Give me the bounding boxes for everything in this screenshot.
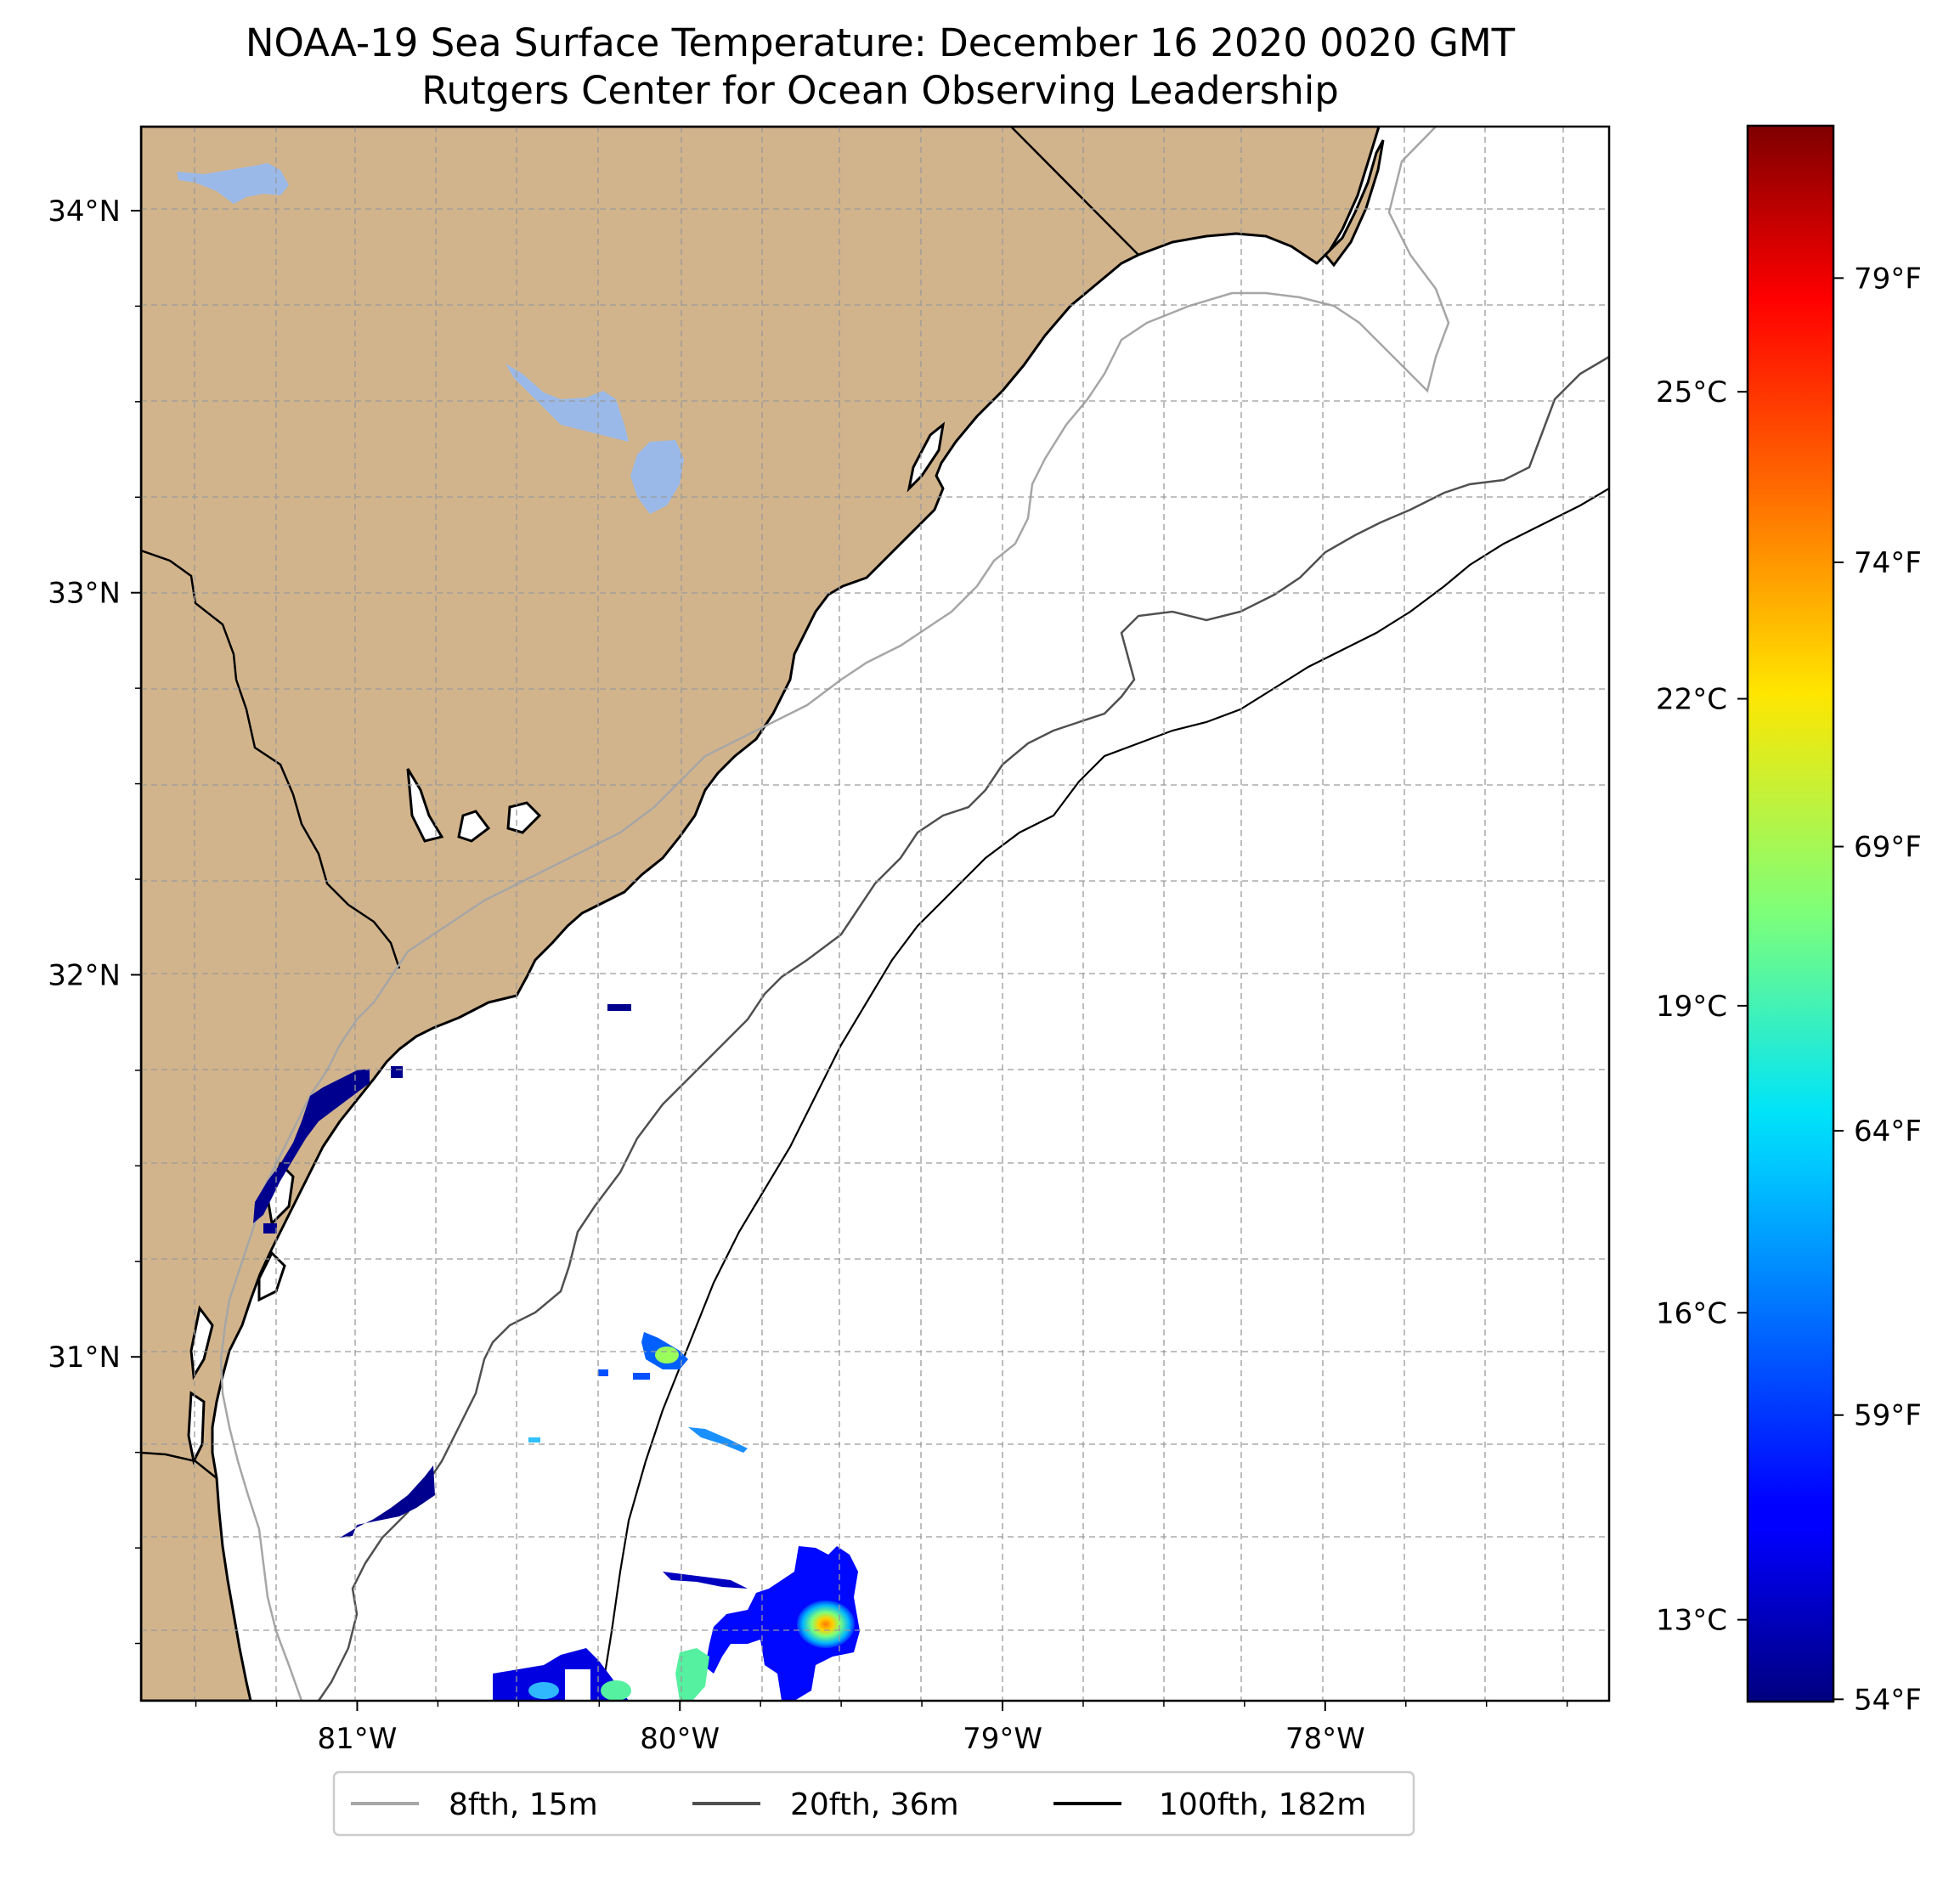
celsius-tick-label: 16°C: [1656, 1296, 1727, 1330]
sst-patches: [253, 1004, 860, 1701]
isobath-20fth: [317, 355, 1609, 1701]
lat-tick-label: 31°N: [48, 1341, 121, 1375]
lat-axis: 31°N 32°N 33°N 34°N: [48, 195, 141, 1645]
celsius-tick-label: 22°C: [1656, 683, 1727, 717]
state-boundary-ga-fl: [141, 1451, 217, 1479]
map-title: NOAA-19 Sea Surface Temperature: Decembe…: [246, 20, 1516, 65]
lat-tick-label: 34°N: [48, 195, 121, 229]
lake-moultrie: [630, 440, 684, 514]
map-subtitle: Rutgers Center for Ocean Observing Leade…: [421, 68, 1339, 113]
fahrenheit-tick-label: 54°F: [1854, 1683, 1922, 1717]
lake-upper: [177, 163, 289, 204]
lat-tick-label: 33°N: [48, 577, 121, 611]
gridlines: [141, 127, 1609, 1701]
fahrenheit-tick-label: 74°F: [1854, 546, 1922, 580]
colorbar-celsius-axis: 13°C 16°C 19°C 22°C 25°C: [1656, 375, 1748, 1638]
fahrenheit-tick-label: 59°F: [1854, 1399, 1922, 1433]
colorbar: [1746, 124, 1835, 1703]
celsius-tick-label: 25°C: [1656, 375, 1727, 409]
lon-tick-label: 80°W: [640, 1722, 720, 1756]
lon-tick-label: 81°W: [318, 1722, 398, 1756]
map-area: [141, 127, 1609, 1701]
legend-label-100fth: 100fth, 182m: [1159, 1787, 1366, 1822]
legend-label-20fth: 20fth, 36m: [790, 1787, 959, 1822]
fahrenheit-tick-label: 79°F: [1854, 262, 1922, 296]
state-boundary-nc-sc: [1010, 127, 1139, 256]
celsius-tick-label: 13°C: [1656, 1604, 1727, 1638]
isobath-8fth: [219, 127, 1450, 1701]
isobath-legend: 8fth, 15m 20fth, 36m 100fth, 182m: [332, 1770, 1415, 1837]
legend-frame: [332, 1770, 1415, 1837]
lon-tick-label: 79°W: [963, 1722, 1042, 1756]
celsius-tick-label: 19°C: [1656, 990, 1727, 1024]
lon-axis: 81°W 80°W 79°W 78°W: [195, 1701, 1568, 1756]
colorbar-fahrenheit-axis: 54°F 59°F 64°F 69°F 74°F 79°F: [1833, 262, 1922, 1717]
map-frame: [139, 125, 1611, 1702]
inlets: [187, 421, 946, 1465]
legend-label-8fth: 8fth, 15m: [449, 1787, 598, 1822]
fahrenheit-tick-label: 69°F: [1854, 831, 1922, 865]
cape-fear-island: [1323, 139, 1385, 268]
lat-tick-label: 32°N: [48, 958, 121, 992]
lon-tick-label: 78°W: [1285, 1722, 1365, 1756]
fahrenheit-tick-label: 64°F: [1854, 1115, 1922, 1149]
land: [141, 127, 1381, 1701]
